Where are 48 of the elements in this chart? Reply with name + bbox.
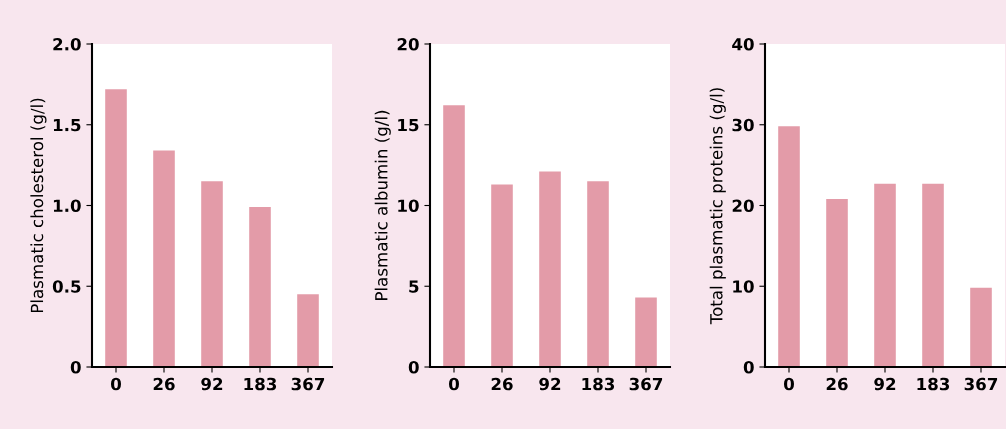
bar [201, 181, 223, 367]
y-tick-label: 10 [398, 199, 419, 213]
bar [443, 105, 465, 367]
y-tick-label: 10 [733, 280, 754, 293]
x-tick-label: 92 [201, 377, 223, 391]
y-tick-label: 1.0 [53, 199, 81, 213]
bar [970, 287, 992, 367]
y-tick-label: 30 [732, 118, 754, 132]
x-tick-label: 367 [629, 377, 663, 391]
y-axis-title: Total plasmatic proteins (g/l) [709, 88, 726, 325]
x-tick-label: 367 [291, 377, 325, 391]
bar [635, 297, 657, 367]
y-tick-label: 2.0 [53, 37, 81, 51]
y-axis-title: Plasmatic albumin (g/l) [374, 110, 391, 300]
y-tick-label: 0 [70, 360, 81, 374]
bar [539, 171, 561, 367]
bar [587, 181, 609, 367]
bar [778, 126, 800, 367]
bar [153, 150, 175, 367]
x-tick-label: 92 [539, 377, 561, 391]
y-tick-label: 40 [732, 37, 754, 51]
x-tick-label: 92 [874, 377, 896, 391]
bar [249, 207, 271, 367]
x-tick-label: 0 [449, 377, 459, 391]
y-axis-title: Plasmatic cholesterol (g/l) [30, 98, 47, 313]
bar [491, 184, 513, 367]
x-tick-label: 26 [153, 377, 175, 391]
y-tick-label: 1.5 [53, 118, 81, 132]
y-tick-label: 0 [743, 360, 754, 374]
x-tick-label: 26 [826, 377, 848, 391]
x-tick-label: 26 [491, 377, 513, 391]
x-tick-label: 183 [917, 377, 950, 391]
bar [297, 294, 319, 367]
x-tick-label: 367 [964, 377, 998, 391]
y-tick-label: 20 [732, 199, 754, 213]
y-tick-label: 0.5 [52, 280, 81, 293]
x-tick-label: 183 [582, 377, 615, 391]
y-tick-label: 15 [398, 118, 419, 132]
x-tick-label: 0 [111, 377, 121, 391]
bar [874, 183, 896, 367]
bar [105, 89, 127, 367]
x-tick-label: 0 [784, 377, 794, 391]
y-tick-label: 0 [408, 360, 419, 374]
bar [922, 183, 944, 367]
y-tick-label: 5 [409, 280, 419, 293]
bar [826, 199, 848, 367]
x-tick-label: 183 [244, 377, 277, 391]
y-tick-label: 20 [397, 37, 419, 51]
